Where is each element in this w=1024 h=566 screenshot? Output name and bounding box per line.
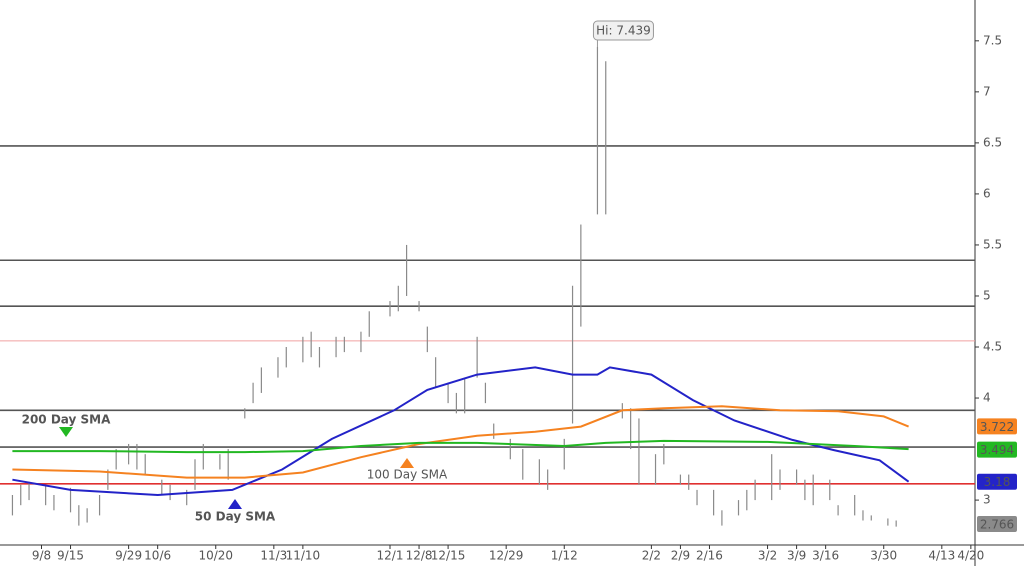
y-tick-label: 6.5 [983, 135, 1002, 149]
price-tag-label: 3.722 [980, 420, 1014, 434]
annotation-marker [59, 427, 73, 437]
y-tick-label: 6 [983, 186, 991, 200]
sma-line [12, 439, 909, 454]
x-tick-label: 2/9 [671, 549, 690, 563]
y-tick-label: 4.5 [983, 340, 1002, 354]
x-tick-label: 12/8 [406, 549, 433, 563]
x-tick-label: 11/10 [286, 549, 321, 563]
x-tick-label: 3/16 [812, 549, 839, 563]
y-tick-label: 4 [983, 391, 991, 405]
y-tick-label: 5.5 [983, 237, 1002, 251]
x-tick-label: 4/13 [928, 549, 955, 563]
price-tag [977, 515, 1017, 532]
x-tick-label: 12/1 [377, 549, 404, 563]
x-tick-label: 12/29 [489, 549, 524, 563]
annotation-label: 50 Day SMA [195, 510, 276, 524]
x-tick-label: 9/8 [32, 549, 51, 563]
price-tag-label: 2.766 [980, 517, 1014, 531]
x-tick-label: 10/20 [198, 549, 233, 563]
x-tick-label: 12/15 [431, 549, 466, 563]
x-tick-label: 4/20 [957, 549, 984, 563]
sma-line [12, 366, 910, 497]
y-tick-label: 7.5 [983, 33, 1002, 47]
price-tag-label: 3.18 [984, 475, 1011, 489]
annotation-label: 100 Day SMA [367, 468, 448, 482]
x-tick-label: 2/2 [642, 549, 661, 563]
y-tick-label: 5 [983, 288, 991, 302]
x-tick-label: 10/6 [144, 549, 171, 563]
y-tick-label: 3 [983, 493, 991, 507]
annotation-label: 200 Day SMA [22, 413, 112, 427]
x-tick-label: 3/2 [758, 549, 777, 563]
x-tick-label: 9/29 [115, 549, 142, 563]
annotation-marker [228, 499, 242, 509]
annotation-marker [400, 458, 414, 468]
x-tick-label: 11/3 [260, 549, 287, 563]
price-tag-label: 3.494 [980, 443, 1014, 457]
x-tick-label: 1/12 [551, 549, 578, 563]
price-tag [977, 473, 1017, 490]
price-tag [977, 418, 1017, 435]
x-tick-label: 3/9 [787, 549, 806, 563]
x-tick-label: 9/15 [57, 549, 84, 563]
price-tag [977, 441, 1017, 458]
sma-line [12, 405, 909, 479]
y-tick-label: 7 [983, 84, 991, 98]
high-callout [592, 20, 654, 41]
high-callout-label: Hi: 7.439 [596, 24, 651, 38]
x-tick-label: 2/16 [696, 549, 723, 563]
x-tick-label: 3/30 [870, 549, 897, 563]
